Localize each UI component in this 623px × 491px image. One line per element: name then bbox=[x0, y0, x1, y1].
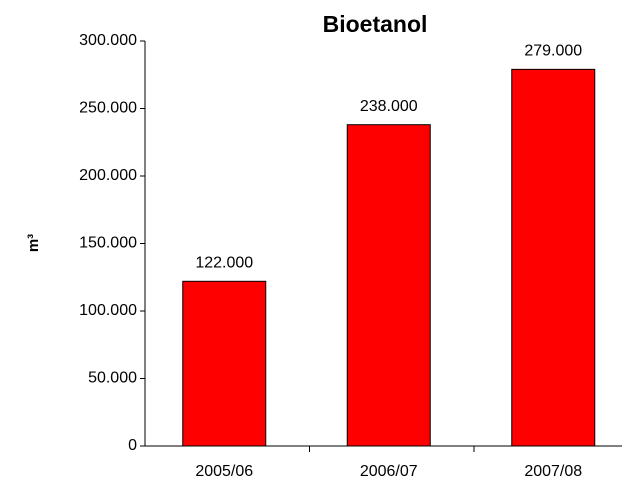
chart-title: Bioetanol bbox=[323, 11, 428, 37]
x-tick-label: 2007/08 bbox=[524, 463, 582, 480]
bar bbox=[511, 68, 596, 447]
value-label: 279.000 bbox=[524, 43, 582, 60]
bar bbox=[182, 280, 267, 447]
bar bbox=[346, 124, 431, 447]
x-tick-label: 2006/07 bbox=[360, 463, 418, 480]
value-label: 238.000 bbox=[360, 98, 418, 115]
x-tick-label: 2005/06 bbox=[195, 463, 253, 480]
y-tick-label: 100.000 bbox=[79, 302, 137, 319]
y-tick-label: 50.000 bbox=[88, 370, 137, 387]
y-tick-label: 150.000 bbox=[79, 235, 137, 252]
y-tick-label: 0 bbox=[128, 437, 137, 454]
y-tick-label: 250.000 bbox=[79, 100, 137, 117]
y-axis-label: m³ bbox=[25, 234, 42, 252]
y-tick-label: 200.000 bbox=[79, 167, 137, 184]
y-tick-label: 300.000 bbox=[79, 32, 137, 49]
value-label: 122.000 bbox=[195, 255, 253, 272]
